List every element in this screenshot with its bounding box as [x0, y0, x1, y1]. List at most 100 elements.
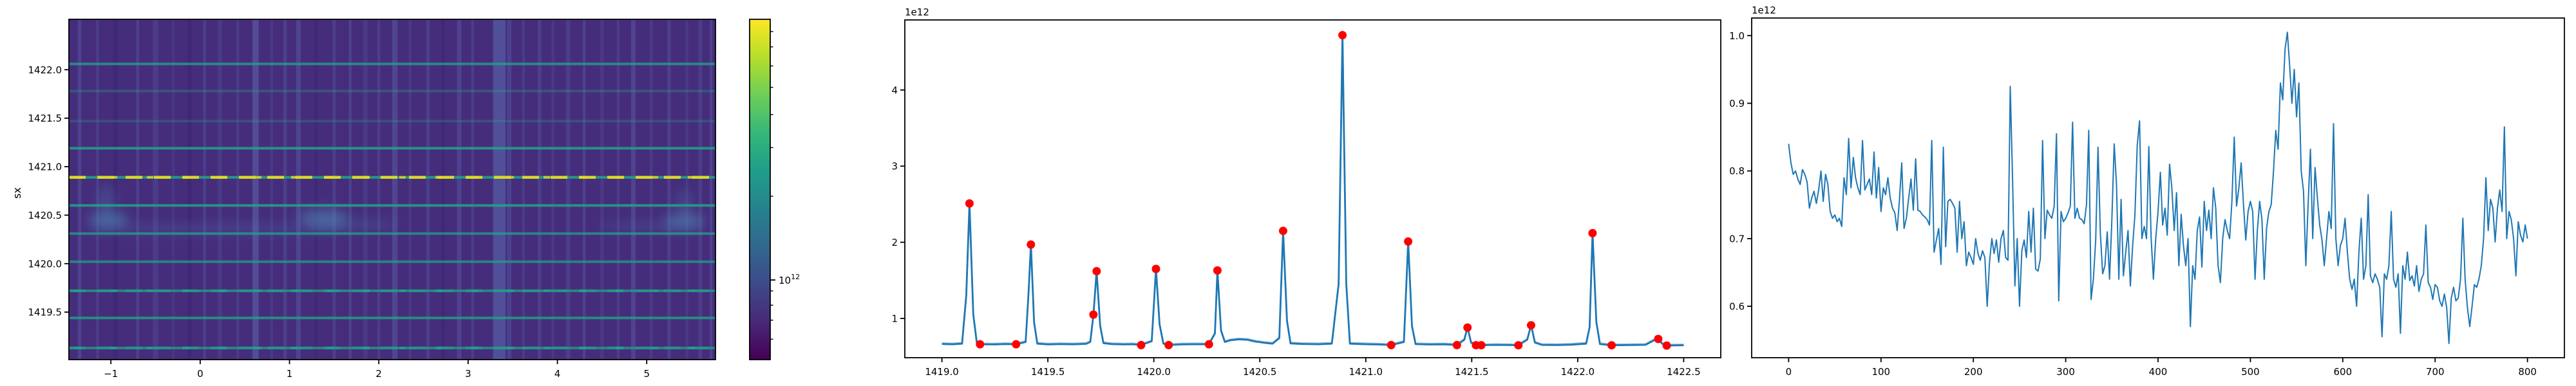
y-tick-label: 3	[891, 161, 898, 172]
vertical-striation	[113, 19, 118, 360]
peak-marker-dot	[976, 340, 985, 349]
peak-marker-dot	[1204, 340, 1213, 349]
vertical-striation	[709, 19, 713, 360]
peak-marker-dot	[1089, 310, 1098, 319]
peak-marker-dot	[1278, 226, 1287, 235]
heatmap-ylabel: sx	[11, 187, 23, 199]
colorbar-tick-label: 1012	[779, 273, 800, 286]
rfi-line	[69, 317, 715, 320]
peak-marker-dot	[1164, 340, 1173, 349]
y-tick-label: 1.0	[1729, 30, 1745, 42]
vertical-striation	[392, 19, 398, 360]
x-tick-label: 700	[2426, 366, 2445, 378]
vertical-striation	[96, 19, 99, 360]
peak-marker-dot	[1477, 341, 1486, 350]
axes-frame	[904, 19, 1721, 358]
timeseries-offset-label: 1e12	[1752, 5, 1776, 16]
peak-marker-dot	[1463, 323, 1472, 332]
rfi-line	[69, 147, 715, 150]
vertical-striation	[650, 19, 653, 360]
x-tick-label: 100	[1871, 366, 1890, 378]
x-tick-label: 1	[287, 368, 293, 380]
vertical-striation	[457, 19, 462, 360]
vertical-striation	[538, 19, 542, 360]
emission-blob	[307, 219, 397, 230]
y-tick-label: 0.9	[1729, 98, 1745, 109]
colorbar-gradient	[749, 19, 771, 360]
vertical-striation	[270, 19, 273, 360]
rfi-line	[69, 232, 715, 235]
vertical-striation	[203, 19, 206, 360]
x-tick-label: 1420.0	[1137, 366, 1171, 378]
peak-marker-dot	[1137, 340, 1146, 349]
x-tick-label: 2	[375, 368, 382, 380]
x-tick-label: 1421.0	[1349, 366, 1383, 378]
peak-marker-dot	[1452, 340, 1461, 349]
vertical-striation	[471, 19, 474, 360]
emission-blob	[98, 185, 115, 216]
y-tick-label: 1422.0	[28, 64, 62, 76]
x-tick-label: 0	[1786, 366, 1792, 378]
vertical-striation	[252, 19, 259, 360]
x-tick-label: 1422.0	[1561, 366, 1595, 378]
spectrum-panel: 1419.0 1419.5 1420.0 1420.5 1421.0 1421.5 1422…	[891, 19, 1721, 378]
vertical-striation	[77, 19, 82, 360]
x-tick-label: 800	[2518, 366, 2537, 378]
peak-marker-dot	[1092, 267, 1101, 276]
peak-marker-dot	[1027, 240, 1036, 249]
y-tick-label: 1421.0	[28, 161, 62, 173]
y-tick-label: 0.7	[1729, 233, 1745, 244]
x-tick-label: 4	[554, 368, 561, 380]
vertical-striation	[363, 19, 368, 360]
vertical-striation	[667, 19, 671, 360]
y-tick-label: 1420.0	[28, 258, 62, 270]
emission-blob	[597, 222, 705, 232]
y-tick-label: 1421.5	[28, 113, 62, 124]
peak-markers	[965, 31, 1671, 350]
peak-marker-dot	[1213, 266, 1222, 275]
vertical-striation	[630, 19, 636, 360]
vertical-striation	[136, 19, 139, 360]
peak-marker-dot	[1151, 264, 1160, 273]
vertical-striation	[583, 19, 586, 360]
spectrum-offset-label: 1e12	[905, 6, 929, 18]
vertical-striation	[426, 19, 430, 360]
y-tick-label: 1420.5	[28, 210, 62, 221]
x-tick-label: 0	[197, 368, 204, 380]
vertical-striation	[377, 19, 381, 360]
peak-marker-dot	[1526, 321, 1535, 330]
peak-marker-dot	[1662, 341, 1671, 350]
rfi-line	[69, 62, 715, 66]
y-tick-label: 4	[891, 84, 898, 96]
rfi-line	[69, 204, 715, 207]
vertical-striation	[187, 19, 191, 360]
emission-blob	[88, 211, 128, 229]
peak-marker-dot	[1012, 340, 1021, 349]
timeseries-line	[1788, 32, 2528, 344]
y-tick-label: 0.8	[1729, 165, 1745, 177]
x-tick-label: 3	[465, 368, 471, 380]
peak-marker-dot	[1588, 228, 1597, 237]
peak-marker-dot	[965, 199, 974, 208]
x-tick-label: 1419.0	[925, 366, 959, 378]
y-tick-label: 1419.5	[28, 307, 62, 318]
x-tick-label: 600	[2333, 366, 2352, 378]
vertical-striation	[296, 19, 301, 360]
x-tick-label: 200	[1964, 366, 1983, 378]
vertical-striation	[283, 19, 287, 360]
vertical-striation	[522, 19, 525, 360]
x-tick-label: 1420.5	[1243, 366, 1277, 378]
rfi-line	[69, 120, 715, 123]
vertical-striation	[172, 19, 175, 360]
vertical-striation	[493, 19, 506, 360]
peak-marker-dot	[1607, 341, 1616, 350]
peak-marker-dot	[1338, 31, 1347, 40]
vertical-striation	[441, 19, 445, 360]
x-tick-label: 500	[2241, 366, 2260, 378]
vertical-striation	[236, 19, 240, 360]
peak-marker-dot	[1387, 340, 1396, 349]
peak-marker-dot	[1514, 341, 1523, 350]
emission-blob	[84, 224, 352, 234]
